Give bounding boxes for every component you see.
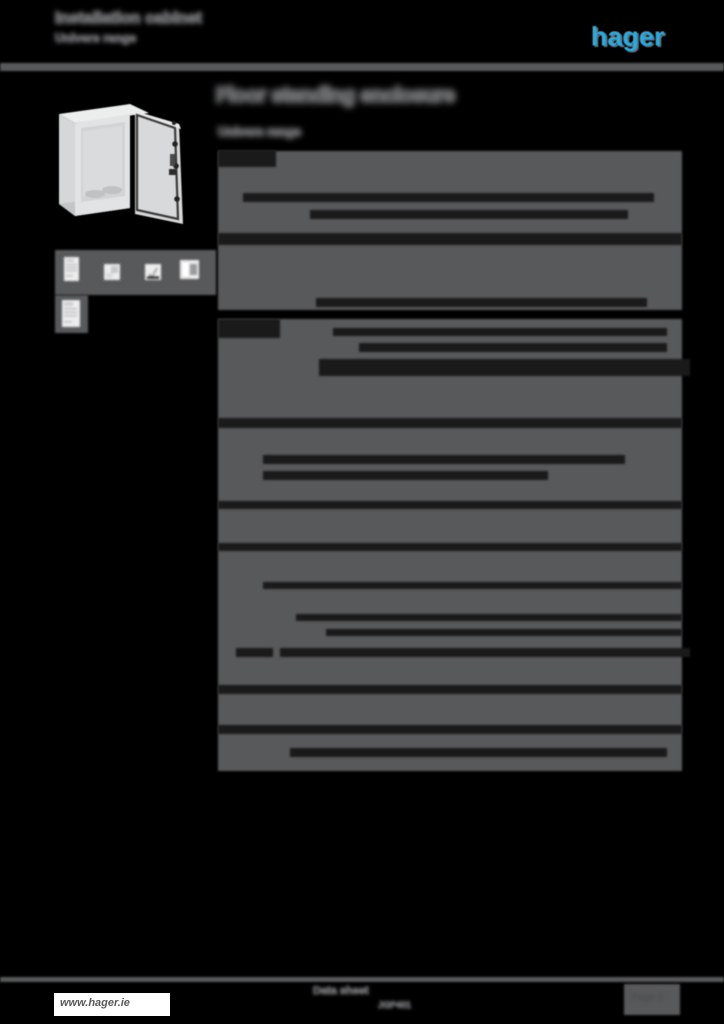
svg-text:hager: hager: [591, 22, 665, 52]
